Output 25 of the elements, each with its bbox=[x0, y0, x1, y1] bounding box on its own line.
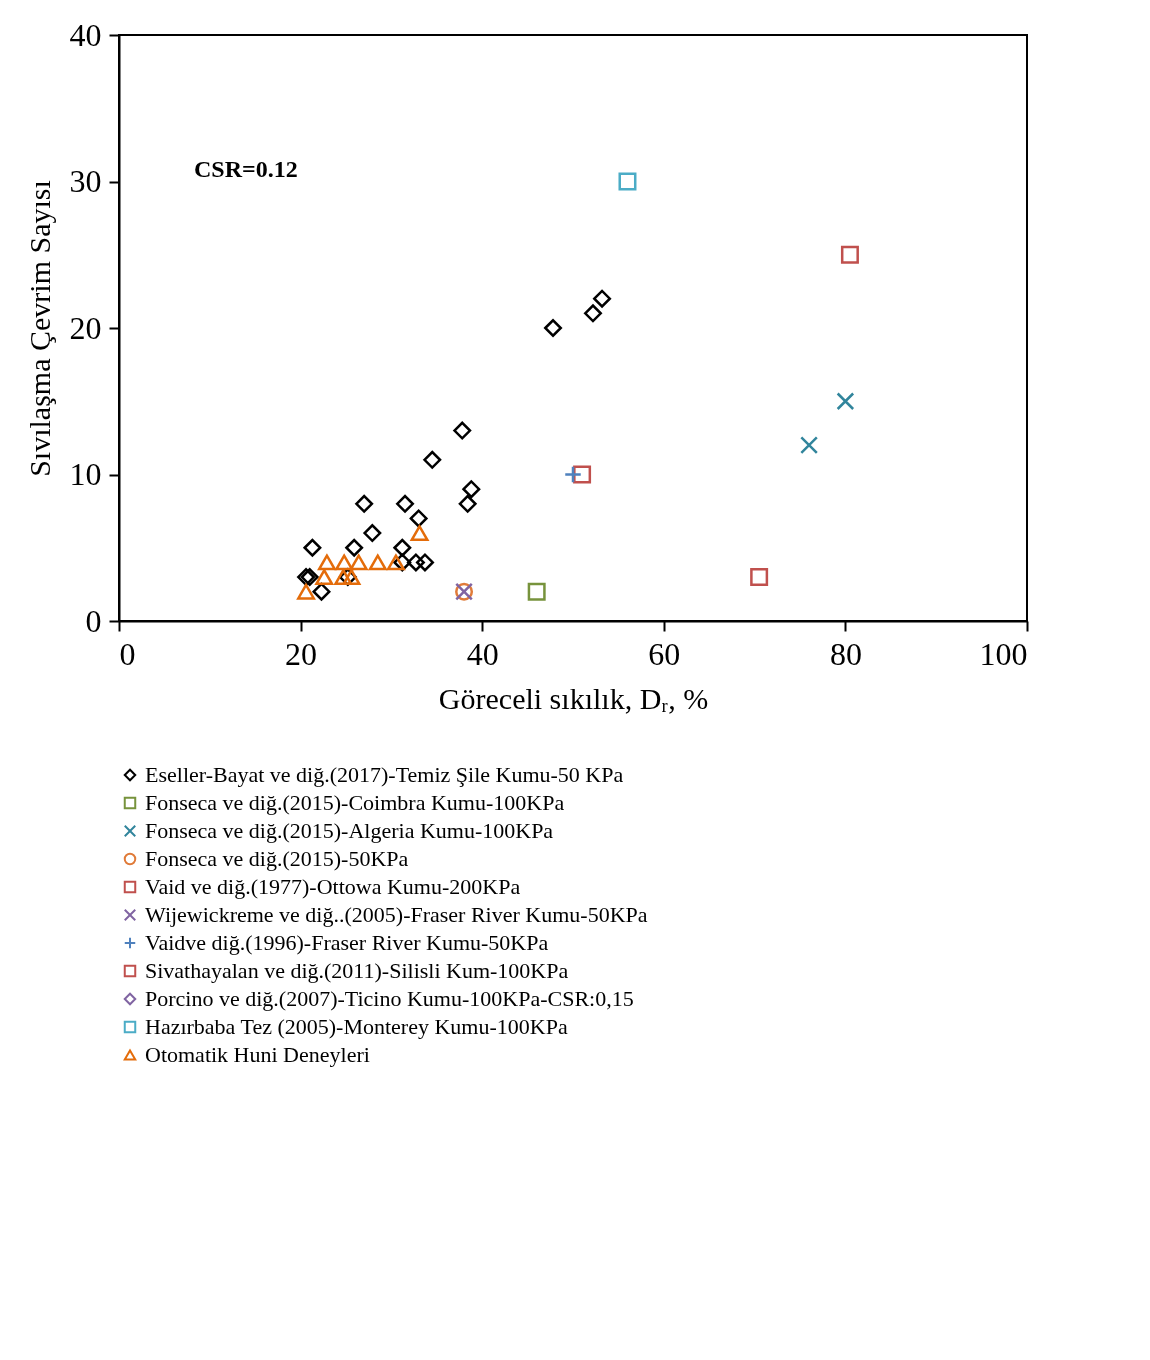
legend-label: Vaidve diğ.(1996)-Fraser River Kumu-50KPa bbox=[145, 930, 549, 955]
legend-label: Fonseca ve diğ.(2015)-50KPa bbox=[145, 846, 409, 871]
y-tick-label: 40 bbox=[69, 16, 102, 53]
legend-label: Sivathayalan ve diğ.(2011)-Silisli Kum-100KPa bbox=[145, 958, 569, 983]
x-tick-label: 20 bbox=[285, 635, 318, 672]
x-tick-label: 40 bbox=[466, 635, 499, 672]
y-axis-title: Sıvılaşma Çevrim Sayısı bbox=[22, 180, 56, 477]
x-tick-label: 100 bbox=[979, 635, 1028, 672]
legend-label: Fonseca ve diğ.(2015)-Coimbra Kumu-100KPa bbox=[145, 790, 565, 815]
x-tick-label: 80 bbox=[829, 635, 862, 672]
legend-label: Fonseca ve diğ.(2015)-Algeria Kumu-100KPa bbox=[145, 818, 554, 843]
x-tick-label: 60 bbox=[648, 635, 681, 672]
legend-label: Wijewickreme ve diğ..(2005)-Fraser River Kumu-50KPa bbox=[145, 902, 648, 927]
x-axis-title: Göreceli sıkılık, Dᵣ, % bbox=[438, 681, 709, 715]
y-tick-label: 0 bbox=[85, 602, 102, 639]
legend-label: Porcino ve diğ.(2007)-Ticino Kumu-100KPa-CSR:0,15 bbox=[145, 986, 634, 1011]
legend-label: Otomatik Huni Deneyleri bbox=[145, 1042, 370, 1067]
legend-label: Hazırbaba Tez (2005)-Monterey Kumu-100KPa bbox=[145, 1014, 568, 1039]
y-tick-label: 20 bbox=[69, 309, 102, 346]
legend-label: Vaid ve diğ.(1977)-Ottowa Kumu-200KPa bbox=[145, 874, 521, 899]
annotation: CSR=0.12 bbox=[194, 156, 298, 182]
legend-label: Eseller-Bayat ve diğ.(2017)-Temiz Şile Kumu-50 KPa bbox=[145, 762, 624, 787]
x-tick-label: 0 bbox=[119, 635, 136, 672]
y-tick-label: 10 bbox=[69, 456, 102, 492]
y-tick-label: 30 bbox=[69, 163, 102, 199]
